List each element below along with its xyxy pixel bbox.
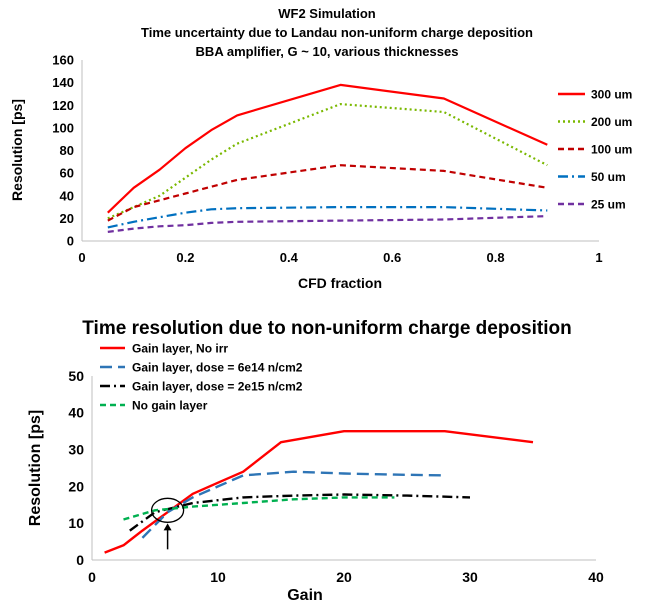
chart1-series-line-4 (107, 206, 548, 229)
chart2-x-tick-label: 0 (88, 569, 96, 585)
chart1-y-tick-label: 160 (52, 53, 74, 68)
chart2-x-tick-label: 30 (462, 569, 478, 585)
chart1-legend-label: 300 um (591, 88, 632, 102)
chart2-x-tick-label: 10 (210, 569, 226, 585)
chart2: 0 10 20 30 40 50 0 10 20 30 40 Gain layer, No irr… (68, 342, 604, 586)
chart2-legend-label: Gain layer, No irr (132, 342, 228, 356)
chart1-x-tick-label: 0.4 (280, 250, 299, 265)
chart2-series-line-1 (104, 430, 534, 554)
chart1-y-tick-label: 20 (60, 211, 74, 226)
chart1-legend-label: 50 um (591, 170, 626, 184)
chart1-x-tick-label: 0.8 (487, 250, 505, 265)
chart1-legend-label: 25 um (591, 198, 626, 212)
chart2-x-tick-label: 40 (588, 569, 604, 585)
chart2-series-line-3 (129, 493, 471, 532)
chart1-series-line-3 (107, 164, 548, 222)
chart1-x-tick-label: 0.2 (176, 250, 194, 265)
chart2-x-label: Gain (287, 587, 323, 604)
chart2-y-tick-label: 0 (76, 552, 84, 568)
chart1-title: WF2 Simulation (278, 6, 376, 21)
chart2-series-line-4 (123, 496, 395, 521)
chart1-subtitle-1: Time uncertainty due to Landau non-unifo… (141, 25, 533, 40)
chart1-y-tick-label: 0 (67, 234, 74, 249)
chart1-y-tick-label: 140 (52, 75, 74, 90)
chart2-y-tick-label: 50 (68, 368, 84, 384)
chart1-x-tick-label: 0 (78, 250, 85, 265)
chart2-annotation-arrowhead (163, 523, 172, 531)
chart2-y-tick-label: 30 (68, 442, 84, 458)
chart1-x-tick-label: 1 (595, 250, 602, 265)
chart1-y-tick-label: 40 (60, 188, 74, 203)
chart2-annotation-circle (150, 497, 185, 523)
chart1-legend-label: 200 um (591, 115, 632, 129)
chart1-series-line-5 (107, 215, 548, 233)
chart1-x-tick-label: 0.6 (383, 250, 401, 265)
chart1-subtitle-2: BBA amplifier, G ~ 10, various thickness… (196, 44, 459, 59)
chart2-y-tick-label: 10 (68, 515, 84, 531)
chart2-legend-label: No gain layer (132, 399, 208, 413)
chart2-y-label: Resolution [ps] (27, 410, 44, 526)
chart1-legend-label: 100 um (591, 143, 632, 157)
chart1-y-tick-label: 80 (60, 143, 74, 158)
chart1-y-label: Resolution [ps] (9, 99, 25, 201)
chart1: 0 20 40 60 80 100 120 140 160 0 0.2 0.4 0.6 0.8 1 300… (52, 53, 632, 265)
chart2-title: Time resolution due to non-uniform charg… (82, 318, 571, 339)
chart2-legend-label: Gain layer, dose = 6e14 n/cm2 (132, 361, 303, 375)
chart2-x-tick-label: 20 (336, 569, 352, 585)
chart1-series-line-1 (107, 83, 548, 214)
chart1-y-tick-label: 120 (52, 98, 74, 113)
chart1-x-label: CFD fraction (298, 275, 382, 291)
chart1-y-tick-label: 60 (60, 166, 74, 181)
chart1-y-tick-label: 100 (52, 120, 74, 135)
chart2-y-tick-label: 40 (68, 405, 84, 421)
chart1-series-line-2 (107, 102, 548, 220)
chart2-legend-label: Gain layer, dose = 2e15 n/cm2 (132, 380, 303, 394)
chart2-y-tick-label: 20 (68, 478, 84, 494)
